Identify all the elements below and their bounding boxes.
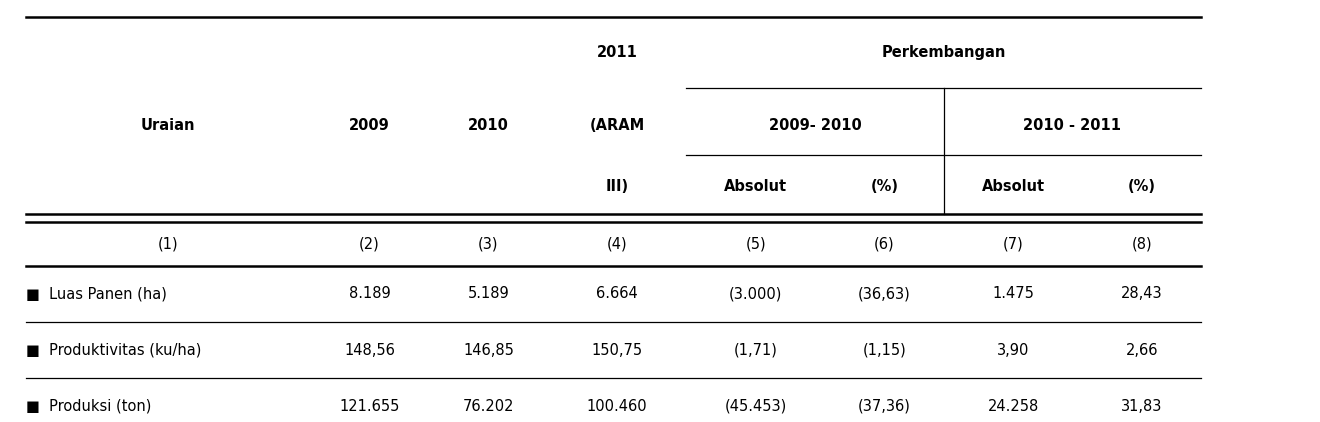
- Text: 146,85: 146,85: [463, 343, 513, 357]
- Text: (3): (3): [478, 236, 499, 251]
- Text: (6): (6): [874, 236, 895, 251]
- Text: ■  Luas Panen (ha): ■ Luas Panen (ha): [26, 287, 168, 301]
- Text: 24.258: 24.258: [987, 399, 1039, 414]
- Text: 2010 - 2011: 2010 - 2011: [1023, 118, 1122, 133]
- Text: 2009- 2010: 2009- 2010: [768, 118, 862, 133]
- Text: (36,63): (36,63): [858, 287, 911, 301]
- Text: (37,36): (37,36): [858, 399, 911, 414]
- Text: 2010: 2010: [469, 118, 508, 133]
- Text: (4): (4): [607, 236, 627, 251]
- Text: Uraian: Uraian: [141, 118, 195, 133]
- Text: 1.475: 1.475: [993, 287, 1034, 301]
- Text: 2,66: 2,66: [1126, 343, 1158, 357]
- Text: 31,83: 31,83: [1121, 399, 1163, 414]
- Text: 8.189: 8.189: [348, 287, 391, 301]
- Text: (3.000): (3.000): [729, 287, 783, 301]
- Text: (7): (7): [1003, 236, 1023, 251]
- Text: 148,56: 148,56: [345, 343, 395, 357]
- Text: 28,43: 28,43: [1121, 287, 1163, 301]
- Text: Absolut: Absolut: [982, 179, 1044, 194]
- Text: 2009: 2009: [350, 118, 389, 133]
- Text: 150,75: 150,75: [591, 343, 643, 357]
- Text: ■  Produktivitas (ku/ha): ■ Produktivitas (ku/ha): [26, 343, 202, 357]
- Text: 2011: 2011: [597, 45, 638, 60]
- Text: (45.453): (45.453): [725, 399, 787, 414]
- Text: (8): (8): [1131, 236, 1152, 251]
- Text: 76.202: 76.202: [462, 399, 515, 414]
- Text: ■  Produksi (ton): ■ Produksi (ton): [26, 399, 152, 414]
- Text: 100.460: 100.460: [587, 399, 647, 414]
- Text: (ARAM: (ARAM: [590, 118, 644, 133]
- Text: (%): (%): [1127, 179, 1156, 194]
- Text: (%): (%): [870, 179, 899, 194]
- Text: (5): (5): [746, 236, 766, 251]
- Text: (1,71): (1,71): [734, 343, 777, 357]
- Text: (1,15): (1,15): [862, 343, 907, 357]
- Text: 121.655: 121.655: [339, 399, 400, 414]
- Text: Perkembangan: Perkembangan: [882, 45, 1006, 60]
- Text: (1): (1): [158, 236, 178, 251]
- Text: (2): (2): [359, 236, 380, 251]
- Text: 3,90: 3,90: [997, 343, 1030, 357]
- Text: 5.189: 5.189: [467, 287, 510, 301]
- Text: 6.664: 6.664: [597, 287, 638, 301]
- Text: III): III): [606, 179, 628, 194]
- Text: Absolut: Absolut: [725, 179, 787, 194]
